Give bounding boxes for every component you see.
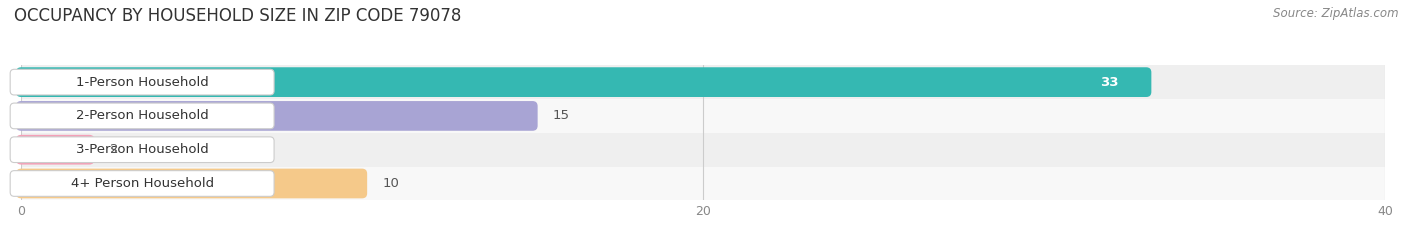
Text: 2: 2 — [110, 143, 118, 156]
Text: Source: ZipAtlas.com: Source: ZipAtlas.com — [1274, 7, 1399, 20]
Text: 4+ Person Household: 4+ Person Household — [70, 177, 214, 190]
FancyBboxPatch shape — [15, 67, 1152, 97]
Text: 1-Person Household: 1-Person Household — [76, 76, 208, 89]
FancyBboxPatch shape — [15, 101, 537, 131]
Text: 10: 10 — [382, 177, 399, 190]
Text: 15: 15 — [553, 110, 569, 122]
Bar — [21, 65, 1385, 99]
FancyBboxPatch shape — [15, 135, 94, 164]
FancyBboxPatch shape — [15, 169, 367, 198]
Text: 2-Person Household: 2-Person Household — [76, 110, 208, 122]
Text: OCCUPANCY BY HOUSEHOLD SIZE IN ZIP CODE 79078: OCCUPANCY BY HOUSEHOLD SIZE IN ZIP CODE … — [14, 7, 461, 25]
FancyBboxPatch shape — [10, 137, 274, 163]
FancyBboxPatch shape — [10, 103, 274, 129]
Bar — [21, 167, 1385, 200]
FancyBboxPatch shape — [10, 171, 274, 196]
Bar — [21, 133, 1385, 167]
FancyBboxPatch shape — [10, 69, 274, 95]
Text: 33: 33 — [1101, 76, 1119, 89]
Bar — [21, 99, 1385, 133]
Text: 3-Person Household: 3-Person Household — [76, 143, 208, 156]
